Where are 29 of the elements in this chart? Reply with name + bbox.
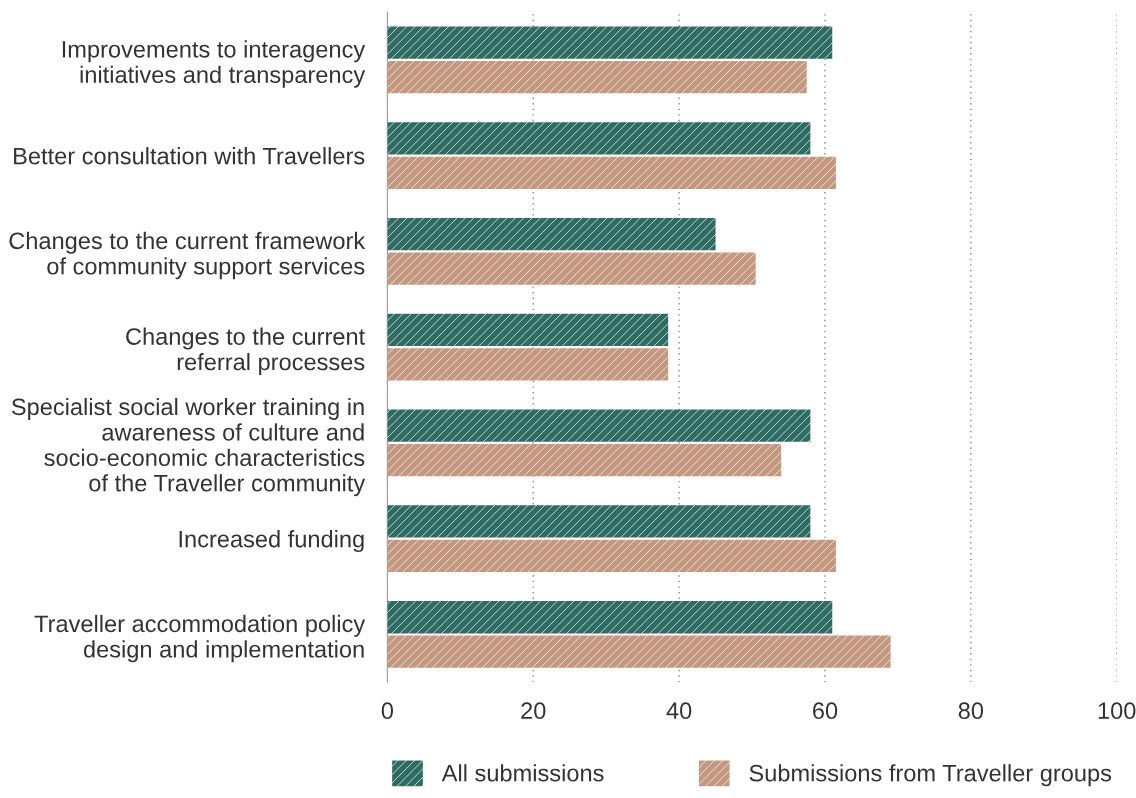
bar bbox=[387, 635, 891, 668]
y-tick-label: Increased funding bbox=[179, 530, 364, 553]
bar bbox=[387, 409, 811, 442]
y-tick-label: Improvements to interagency initiatives and transparency bbox=[62, 40, 366, 88]
y-tick-label: Changes to the current referral processes bbox=[126, 327, 365, 376]
y-tick-label: Better consultation with Travellers bbox=[14, 147, 365, 165]
bar bbox=[387, 60, 807, 94]
x-tick-label: 60 bbox=[813, 702, 838, 720]
bar bbox=[387, 505, 811, 538]
bar bbox=[387, 348, 669, 381]
bar bbox=[387, 156, 836, 190]
x-tick-label: 20 bbox=[521, 702, 546, 720]
x-tick-label: 100 bbox=[1098, 702, 1136, 720]
bar bbox=[387, 443, 782, 477]
bar bbox=[387, 26, 833, 59]
x-tick-label: 0 bbox=[381, 702, 394, 720]
bar bbox=[387, 313, 669, 347]
x-tick-label: 40 bbox=[666, 702, 692, 720]
y-tick-label: Traveller accommodation policy design and implementation bbox=[34, 614, 366, 663]
bar bbox=[387, 600, 833, 634]
bar bbox=[387, 252, 756, 285]
bar bbox=[387, 539, 836, 573]
legend-label: All submissions bbox=[441, 764, 604, 782]
bar bbox=[387, 122, 811, 155]
legend-label: Submissions from Traveller groups bbox=[749, 764, 1112, 787]
bar bbox=[387, 217, 716, 251]
y-tick-label: Specialist social worker training in awareness of culture and socio-economic characteristics of the Traveller community bbox=[11, 397, 366, 497]
x-tick-label: 80 bbox=[958, 702, 984, 720]
y-tick-label: Changes to the current framework of community support services bbox=[9, 231, 366, 280]
